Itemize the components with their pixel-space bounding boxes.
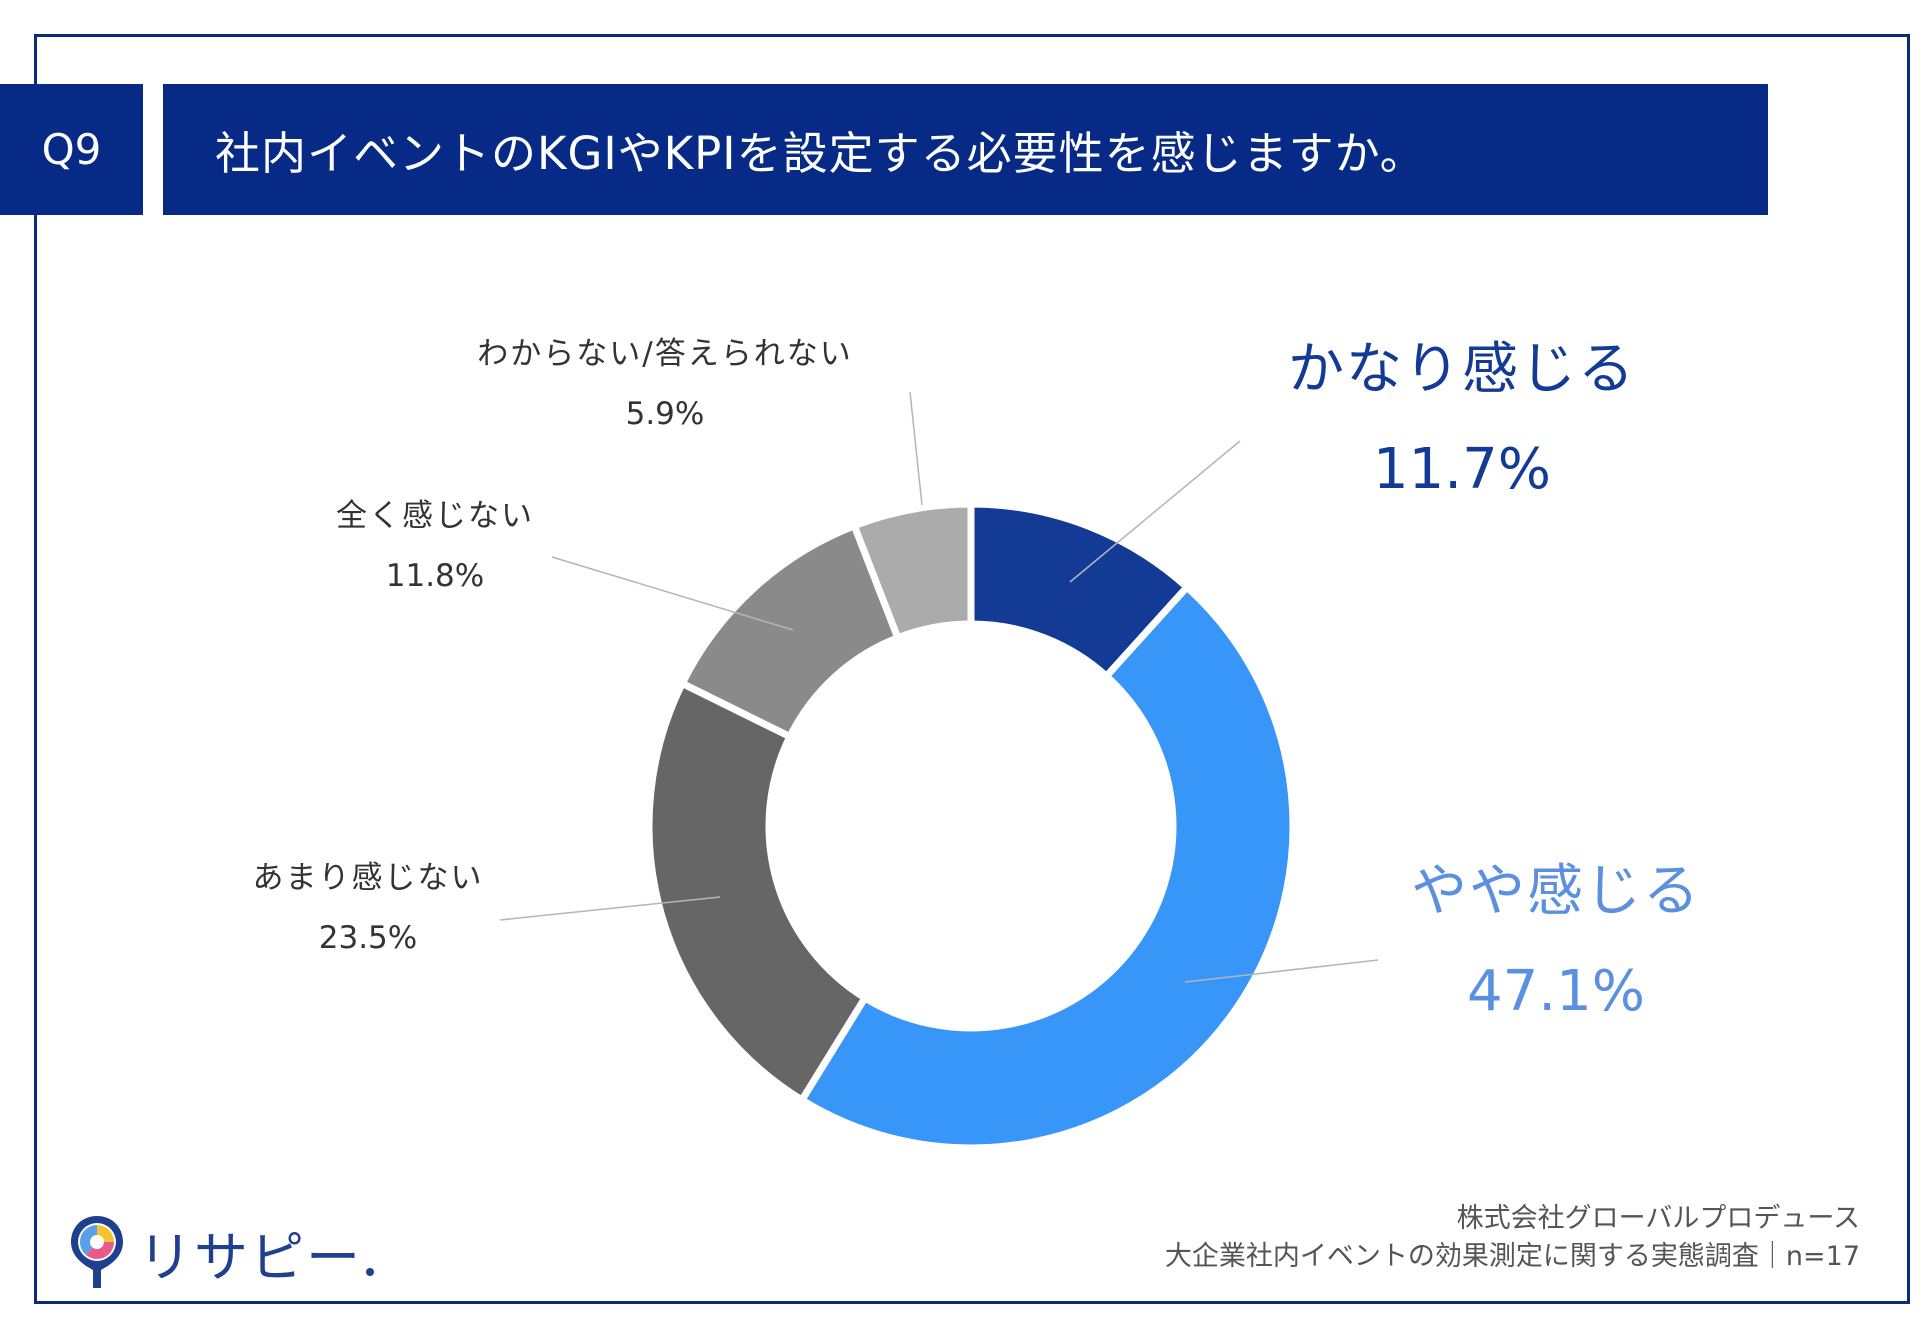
value-label-1: 11.7% xyxy=(1373,437,1551,502)
title-bar: 社内イベントのKGIやKPIを設定する必要性を感じますか。 xyxy=(163,84,1768,215)
value-label-5: 5.9% xyxy=(626,396,705,432)
footer-credit: 株式会社グローバルプロデュース 大企業社内イベントの効果測定に関する実態調査｜n… xyxy=(1165,1200,1860,1276)
footer-company: 株式会社グローバルプロデュース xyxy=(1456,1203,1860,1234)
category-label-2: やや感じる xyxy=(1411,859,1701,924)
category-label-4: 全く感じない xyxy=(336,498,534,534)
value-label-3: 23.5% xyxy=(319,920,417,956)
question-number: Q9 xyxy=(41,125,102,174)
category-label-1: かなり感じる xyxy=(1288,337,1636,402)
logo-text: リサピー xyxy=(138,1225,362,1289)
leader-line-4 xyxy=(551,556,794,631)
donut-slice-5 xyxy=(849,500,975,643)
leader-line-5 xyxy=(909,391,923,506)
frame-border xyxy=(34,34,1910,1304)
donut-slice-2 xyxy=(797,582,1297,1152)
leader-line-3 xyxy=(499,896,721,921)
pin-logo-icon xyxy=(71,1216,123,1288)
value-label-4: 11.8% xyxy=(386,558,484,594)
footer-survey: 大企業社内イベントの効果測定に関する実態調査｜n=17 xyxy=(1164,1241,1860,1272)
question-number-badge: Q9 xyxy=(0,84,143,215)
logo-dot xyxy=(366,1268,374,1276)
category-label-5: わからない/答えられない xyxy=(477,336,852,372)
value-label-2: 47.1% xyxy=(1467,959,1645,1024)
category-label-3: あまり感じない xyxy=(253,860,484,896)
leader-line-2 xyxy=(1184,959,1379,983)
leader-line-1 xyxy=(1069,440,1241,583)
donut-slice-3 xyxy=(645,678,870,1105)
page-title: 社内イベントのKGIやKPIを設定する必要性を感じますか。 xyxy=(215,127,1426,180)
brand-logo: リサピー xyxy=(66,1212,374,1292)
